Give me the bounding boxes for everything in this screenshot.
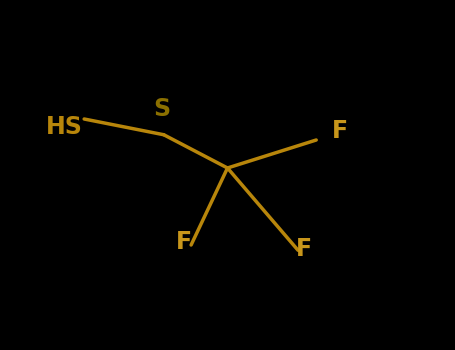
Text: F: F — [296, 237, 312, 261]
Text: S: S — [153, 97, 170, 121]
Text: F: F — [176, 230, 192, 254]
Text: F: F — [332, 119, 348, 143]
Text: HS: HS — [46, 115, 82, 139]
